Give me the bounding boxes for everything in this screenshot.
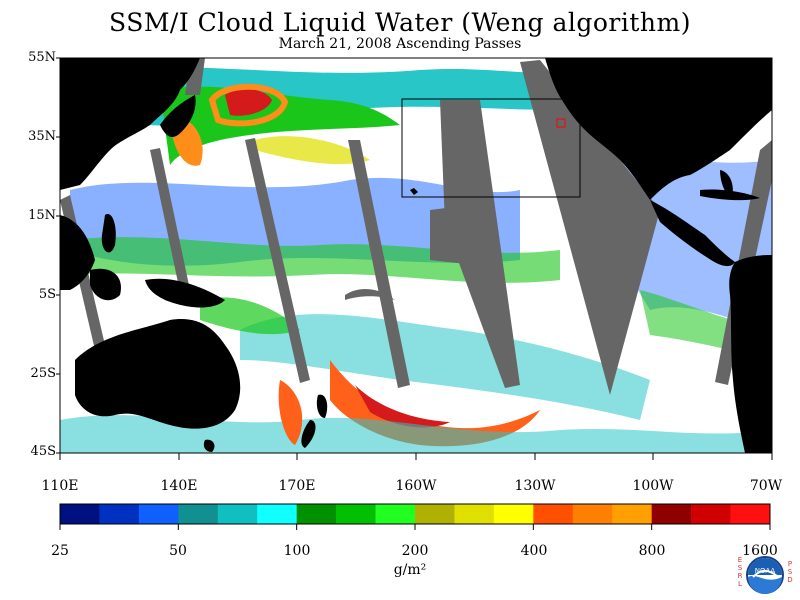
- land-japan: [160, 95, 196, 137]
- land-south-america: [729, 255, 772, 453]
- lat-ticks: [56, 57, 60, 454]
- land-australia: [75, 319, 241, 429]
- cloud-band-nw-yellow: [255, 136, 370, 165]
- cloud-band-sw-green: [200, 297, 300, 335]
- cloud-band-south-pacific: [240, 314, 650, 420]
- swath-gap-3: [245, 138, 310, 383]
- colorbar-units: g/m²: [393, 562, 427, 578]
- cloud-band-spcz: [330, 360, 540, 447]
- swath-gap-4: [348, 140, 410, 388]
- colorbar-swatch: [572, 504, 613, 524]
- logo-text: NOAA: [755, 567, 776, 575]
- land-new-guinea: [145, 278, 225, 308]
- cloud-hotspot-north-ring: [208, 83, 289, 127]
- lon-label: 130W: [514, 478, 556, 494]
- colorbar-swatch: [178, 504, 219, 524]
- swath-gap-5: [440, 100, 520, 388]
- region-box: [401, 98, 581, 198]
- lat-label: 35N: [28, 129, 56, 144]
- colorbar-swatch: [415, 504, 455, 524]
- colorbar-swatch: [691, 504, 731, 524]
- swath-gap-2: [150, 148, 190, 292]
- colorbar-swatch: [493, 504, 534, 524]
- logo-letter: S: [737, 564, 743, 572]
- colorbar-swatch: [454, 504, 495, 524]
- colorbar-label: 25: [51, 543, 69, 559]
- land-new-zealand-south: [301, 420, 316, 448]
- land-borneo: [90, 268, 121, 301]
- logo-letter: L: [738, 580, 742, 588]
- colorbar-swatch: [375, 504, 416, 524]
- noaa-logo: E S R L NOAA P S D: [732, 552, 796, 598]
- lon-label: 140E: [160, 478, 198, 494]
- swath-gap-10: [345, 288, 395, 300]
- cloud-band-southern-ocean: [60, 415, 772, 453]
- land-tasmania: [203, 439, 215, 452]
- colorbar-swatch: [99, 504, 140, 524]
- colorbar-swatch: [217, 504, 258, 524]
- land-asia: [60, 58, 200, 190]
- land-indochina: [60, 215, 95, 290]
- logo-letter: R: [737, 572, 743, 580]
- cloud-band-nz: [278, 380, 303, 445]
- colorbar-swatch: [138, 504, 179, 524]
- colorbar-label: 800: [638, 543, 666, 559]
- colorbar-swatch: [336, 504, 376, 524]
- map-title: SSM/I Cloud Liquid Water (Weng algorithm…: [109, 8, 691, 37]
- logo-psd-letters: P S D: [786, 560, 794, 584]
- lon-label: 100W: [632, 478, 674, 494]
- logo-esrl-letters: E S R L: [736, 556, 744, 588]
- land-central-america: [650, 200, 735, 267]
- lat-label: 45S: [30, 444, 56, 459]
- cloud-field: [60, 67, 772, 453]
- lon-label: 70W: [749, 478, 783, 494]
- logo-letter: S: [787, 568, 793, 576]
- lon-label: 110E: [41, 478, 79, 494]
- noaa-emblem-icon: NOAA: [746, 556, 784, 594]
- cloud-band-spcz-core: [355, 385, 450, 428]
- logo-letter: D: [787, 576, 793, 584]
- map-subtitle: March 21, 2008 Ascending Passes: [278, 36, 522, 52]
- lon-ticks: [59, 453, 773, 460]
- land-cuba: [700, 189, 760, 201]
- logo-letter: E: [737, 556, 743, 564]
- lat-label: 55N: [28, 50, 56, 65]
- colorbar-swatch: [612, 504, 652, 524]
- cloud-band-itcz: [70, 237, 560, 283]
- land-masses: [60, 58, 772, 453]
- colorbar-swatch: [533, 504, 574, 524]
- colorbar-swatch: [60, 504, 100, 524]
- lat-label: 5S: [38, 287, 56, 302]
- colorbar: [59, 503, 771, 530]
- colorbar-label: 100: [283, 543, 311, 559]
- land-hawaii: [410, 188, 418, 195]
- colorbar-label: 1600: [742, 543, 778, 559]
- swath-gap-8: [430, 205, 475, 265]
- colorbar-swatch: [257, 504, 297, 524]
- land-new-zealand-north: [316, 394, 328, 418]
- lat-label: 15N: [28, 208, 56, 223]
- site-marker: [556, 118, 566, 128]
- lat-label: 25S: [30, 366, 56, 381]
- colorbar-swatch: [651, 504, 692, 524]
- colorbar-label: 50: [169, 543, 187, 559]
- land-north-america: [545, 58, 772, 200]
- lon-label: 160W: [395, 478, 437, 494]
- swath-gap-6: [520, 60, 660, 395]
- logo-letter: P: [787, 560, 793, 568]
- lon-label: 170E: [278, 478, 316, 494]
- colorbar-swatch: [730, 504, 771, 524]
- colorbar-swatch: [296, 504, 337, 524]
- cloud-hotspot-north: [225, 88, 272, 116]
- land-philippines: [101, 214, 116, 253]
- cloud-band-north-green: [160, 86, 400, 165]
- colorbar-label: 400: [520, 543, 548, 559]
- colorbar-label: 200: [401, 543, 429, 559]
